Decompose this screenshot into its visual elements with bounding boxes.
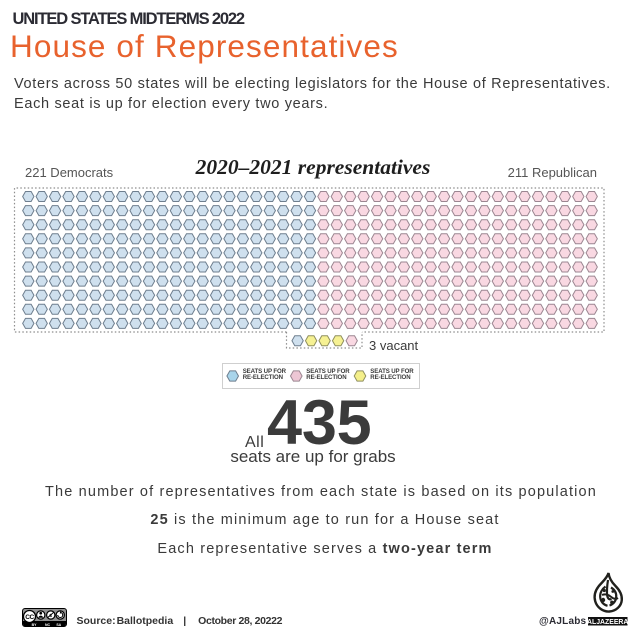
svg-text:BY: BY [32,623,38,627]
svg-text:$: $ [49,613,52,619]
svg-text:CC: CC [25,614,34,621]
svg-text:NC: NC [45,623,51,627]
svg-text:ALJAZEERA: ALJAZEERA [588,619,628,626]
svg-text:SA: SA [56,623,61,627]
